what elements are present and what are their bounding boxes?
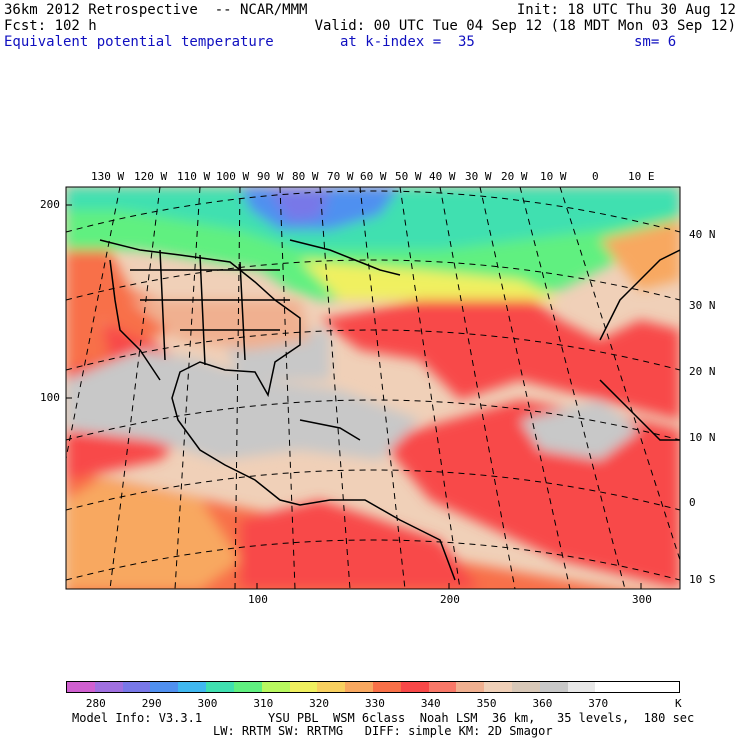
grid-y-label: 100 <box>40 391 60 404</box>
lat-label: 30 N <box>689 299 716 312</box>
color-scale-bar <box>66 681 680 693</box>
lon-label: 0 <box>592 170 599 183</box>
lon-label: 10 W <box>540 170 567 183</box>
valid-time: Valid: 00 UTC Tue 04 Sep 12 (18 MDT Mon … <box>314 18 736 34</box>
lat-label: 10 N <box>689 431 716 444</box>
color-swatch <box>150 682 179 692</box>
color-scale-tick-label: 330 <box>365 697 385 710</box>
lat-label: 0 <box>689 496 696 509</box>
lon-label: 110 W <box>177 170 211 183</box>
theta-e-field <box>66 187 680 589</box>
lon-label: 90 W <box>257 170 284 183</box>
color-swatch <box>595 682 624 692</box>
color-scale-tick-label: 290 <box>141 697 162 710</box>
color-scale-tick-label: 350 <box>476 697 497 710</box>
smoothing: sm= 6 <box>634 34 677 50</box>
color-swatch <box>67 682 95 692</box>
grid-y-label: 200 <box>40 198 60 211</box>
color-swatch <box>651 682 679 692</box>
model-info: Model Info: V3.3.1 <box>72 711 203 725</box>
init-time: Init: 18 UTC Thu 30 Aug 12 <box>516 2 736 18</box>
physics-line-1: YSU PBL WSM 6class Noah LSM 36 km, 35 le… <box>268 711 695 725</box>
color-swatch <box>94 682 123 692</box>
color-swatch <box>567 682 596 692</box>
color-swatch <box>261 682 290 692</box>
grid-x-label: 300 <box>632 593 652 606</box>
grid-x-label: 100 <box>248 593 268 606</box>
lon-label: 80 W <box>292 170 319 183</box>
color-swatch <box>484 682 512 692</box>
lon-label: 70 W <box>327 170 354 183</box>
color-scale-tick-label: 320 <box>309 697 330 710</box>
lat-label: 40 N <box>689 228 716 241</box>
graticule <box>66 187 680 589</box>
lon-label: 20 W <box>501 170 528 183</box>
color-swatch <box>372 682 401 692</box>
lon-label: 120 W <box>134 170 168 183</box>
grid-ticks <box>66 204 642 589</box>
forecast-hour: Fcst: 102 h <box>4 18 97 34</box>
color-swatch <box>623 682 652 692</box>
color-scale-tick-label: 300 <box>197 697 218 710</box>
lat-label: 20 N <box>689 365 716 378</box>
color-scale-tick-label: 280 <box>85 697 106 710</box>
k-index: at k-index = 35 <box>340 34 475 50</box>
color-scale-tick-label: 310 <box>253 697 274 710</box>
grid-x-label: 200 <box>440 593 460 606</box>
model-title: 36km 2012 Retrospective -- NCAR/MMM <box>4 2 308 18</box>
color-swatch <box>345 682 373 692</box>
lon-label: 130 W <box>91 170 125 183</box>
color-swatch <box>289 682 318 692</box>
color-scale-tick-label: 360 <box>532 697 553 710</box>
lon-label: 40 W <box>429 170 456 183</box>
color-swatch <box>122 682 151 692</box>
color-swatch <box>178 682 207 692</box>
color-swatch <box>456 682 485 692</box>
color-swatch <box>317 682 346 692</box>
color-scale-tick-label: 370 <box>588 697 609 710</box>
physics-line-2: LW: RRTM SW: RRTMG DIFF: simple KM: 2D S… <box>213 724 553 738</box>
color-swatch <box>539 682 568 692</box>
lon-label: 30 W <box>465 170 492 183</box>
lon-label: 100 W <box>216 170 250 183</box>
color-swatch <box>512 682 540 692</box>
lon-label: 50 W <box>395 170 422 183</box>
color-swatch <box>233 682 262 692</box>
map-frame <box>65 186 681 590</box>
map-plot <box>65 186 681 590</box>
lon-label: 60 W <box>360 170 387 183</box>
color-swatch <box>400 682 429 692</box>
lat-label: 10 S <box>689 573 716 586</box>
color-scale-tick-label: 340 <box>420 697 441 710</box>
unit-label: K <box>675 697 682 710</box>
lon-label: 10 E <box>628 170 655 183</box>
color-swatch <box>206 682 234 692</box>
field-name: Equivalent potential temperature <box>4 34 274 50</box>
coastlines <box>99 239 680 581</box>
color-swatch <box>428 682 457 692</box>
